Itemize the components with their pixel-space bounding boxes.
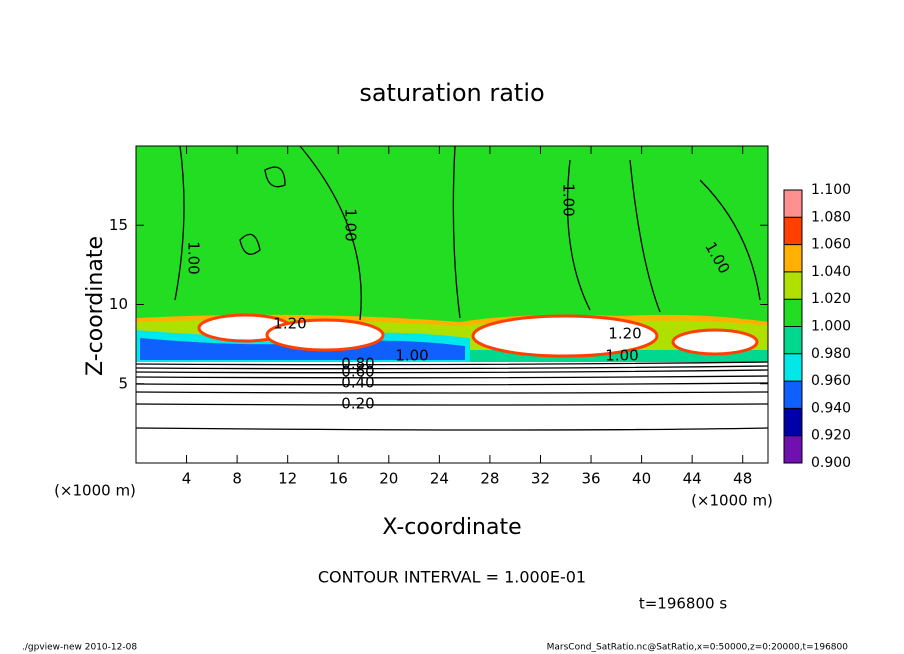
time-label: t=196800 s (639, 595, 727, 613)
cloud (265, 318, 385, 352)
colorbar-label: 1.020 (811, 291, 851, 307)
contour-label: 1.20 (608, 325, 641, 343)
colorbar-swatch (784, 190, 802, 218)
x-axis-label: X-coordinate (382, 515, 521, 540)
contour-line (135, 361, 769, 366)
colorbar-swatch (784, 326, 802, 354)
contour-line (264, 166, 286, 188)
contour-label: 1.00 (185, 241, 203, 274)
colorbar-label: 1.040 (811, 264, 851, 280)
contour-line (135, 427, 769, 431)
colorbar-swatch (784, 244, 802, 272)
colorbar-label: 0.940 (811, 400, 851, 416)
x-tick-label: 36 (581, 470, 600, 488)
contour-label: 0.40 (341, 374, 374, 392)
x-tick-label: 12 (278, 470, 297, 488)
footer-left: ./gpview-new 2010-12-08 (22, 643, 137, 653)
contour-label: 0.60 (341, 363, 374, 381)
contour-lines (135, 145, 769, 431)
contour-line (135, 369, 769, 374)
contour-label: 1.00 (395, 347, 428, 365)
contour-line (135, 382, 769, 386)
y-tick-label: 5 (118, 374, 128, 392)
contour-label: 0.20 (341, 395, 374, 413)
colorbar-label: 0.920 (811, 428, 851, 444)
x-tick-label: 16 (329, 470, 348, 488)
colorbar-label: 0.960 (811, 373, 851, 389)
chart-title: saturation ratio (359, 79, 544, 107)
y-axis-label: Z-coordinate (83, 236, 108, 376)
y-tick-label: 10 (109, 295, 128, 313)
contour-line (174, 145, 185, 301)
colorbar-swatch (784, 299, 802, 327)
colorbar-swatch (784, 271, 802, 300)
contour-label: 1.00 (605, 347, 638, 365)
cloud (471, 314, 659, 358)
colorbar-label: 1.060 (811, 237, 851, 253)
x-unit-label: (×1000 m) (691, 492, 773, 510)
x-tick-label: 44 (683, 470, 702, 488)
x-tick-label: 24 (430, 470, 449, 488)
colorbar-swatch (784, 381, 802, 409)
x-tick-label: 40 (632, 470, 651, 488)
footer-right: MarsCond_SatRatio.nc@SatRatio,x=0:50000,… (547, 643, 849, 653)
colorbar-label: 0.900 (811, 455, 851, 471)
x-tick-label: 48 (733, 470, 752, 488)
x-tick-label: 28 (480, 470, 499, 488)
contour-line (135, 365, 769, 370)
colorbar-label: 1.080 (811, 209, 851, 225)
contour-line (239, 233, 261, 255)
contour-label: 1.00 (342, 208, 360, 241)
contour-line (135, 391, 769, 394)
contour-interval: CONTOUR INTERVAL = 1.000E-01 (318, 568, 586, 587)
x-tick-label: 32 (531, 470, 550, 488)
colorbar-swatch (784, 435, 802, 463)
contour-line (452, 145, 461, 319)
colorbar-label: 1.100 (811, 182, 851, 198)
contour-line (566, 159, 591, 311)
colorbar-label: 0.980 (811, 346, 851, 362)
x-tick-label: 20 (379, 470, 398, 488)
contour-line (629, 159, 661, 313)
colorbar-swatch (784, 408, 802, 436)
y-tick-label: 15 (109, 216, 128, 234)
cloud (671, 328, 759, 356)
contour-label: 1.00 (560, 183, 578, 216)
x-unit-label: (×1000 m) (54, 482, 136, 500)
contour-line (299, 145, 362, 321)
contour-line (135, 375, 769, 379)
field (135, 145, 769, 463)
contour-label: 0.80 (341, 355, 374, 373)
x-tick-label: 8 (232, 470, 242, 488)
colorbar-swatch (784, 353, 802, 382)
contour-label: 1.20 (273, 315, 306, 333)
x-tick-label: 4 (182, 470, 192, 488)
colorbar-label: 1.000 (811, 319, 851, 335)
contour-line (699, 179, 761, 301)
contour-line (135, 403, 769, 406)
colorbar-swatch (784, 217, 802, 245)
field-lower (136, 362, 768, 463)
